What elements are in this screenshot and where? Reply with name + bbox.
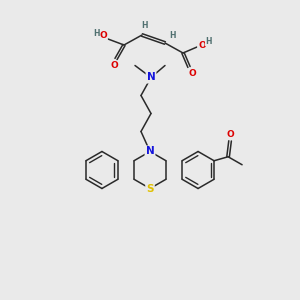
Text: H: H [93, 28, 99, 38]
Text: O: O [110, 61, 118, 70]
Text: H: H [170, 31, 176, 40]
Text: O: O [198, 41, 206, 50]
Text: S: S [146, 184, 154, 194]
Text: N: N [146, 146, 154, 157]
Text: H: H [206, 37, 212, 46]
Text: O: O [99, 32, 107, 40]
Text: O: O [226, 130, 234, 139]
Text: O: O [188, 70, 196, 79]
Text: N: N [147, 73, 155, 82]
Text: H: H [141, 20, 147, 29]
